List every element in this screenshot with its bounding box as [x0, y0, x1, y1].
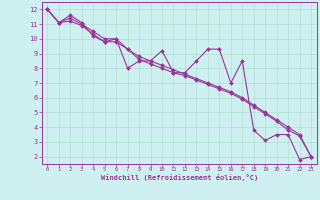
X-axis label: Windchill (Refroidissement éolien,°C): Windchill (Refroidissement éolien,°C)	[100, 174, 258, 181]
